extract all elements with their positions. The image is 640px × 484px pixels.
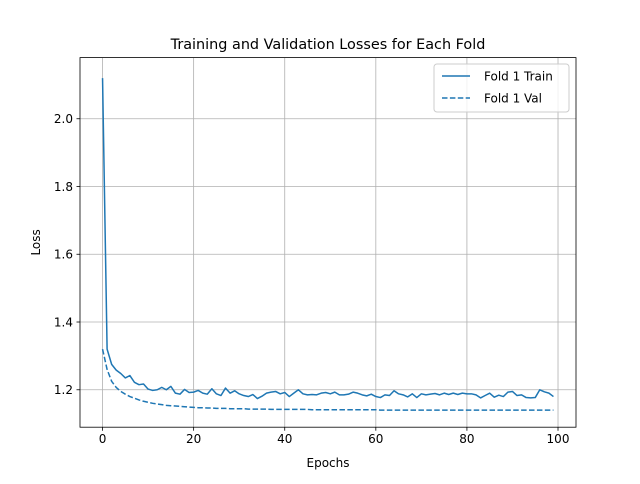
legend-val-label: Fold 1 Val bbox=[484, 92, 542, 106]
series-lines bbox=[101, 78, 554, 411]
x-tick-label: 80 bbox=[459, 432, 474, 446]
chart-title: Training and Validation Losses for Each … bbox=[170, 37, 486, 53]
y-tick-label: 1.8 bbox=[54, 180, 73, 194]
x-axis-label: Epochs bbox=[307, 456, 350, 470]
x-tick-label: 40 bbox=[277, 432, 292, 446]
x-tick-label: 0 bbox=[99, 432, 107, 446]
legend-train-label: Fold 1 Train bbox=[484, 70, 553, 84]
val-loss-line bbox=[101, 348, 554, 411]
y-axis-label: Loss bbox=[29, 229, 43, 255]
y-tick-label: 1.2 bbox=[54, 383, 73, 397]
train-loss-line bbox=[101, 78, 554, 400]
grid-lines bbox=[80, 57, 576, 428]
x-tick-label: 60 bbox=[368, 432, 383, 446]
y-tick-label: 2.0 bbox=[54, 112, 73, 126]
y-tick-label: 1.6 bbox=[54, 248, 73, 262]
axes-frame bbox=[79, 57, 577, 428]
x-tick-label: 20 bbox=[186, 432, 201, 446]
legend: Fold 1 Train Fold 1 Val bbox=[433, 63, 570, 113]
axis-ticks: 0 20 40 60 80 100 1.2 1.4 1.6 1.8 2.0 bbox=[54, 112, 570, 446]
x-tick-label: 100 bbox=[547, 432, 570, 446]
y-tick-label: 1.4 bbox=[54, 315, 73, 329]
